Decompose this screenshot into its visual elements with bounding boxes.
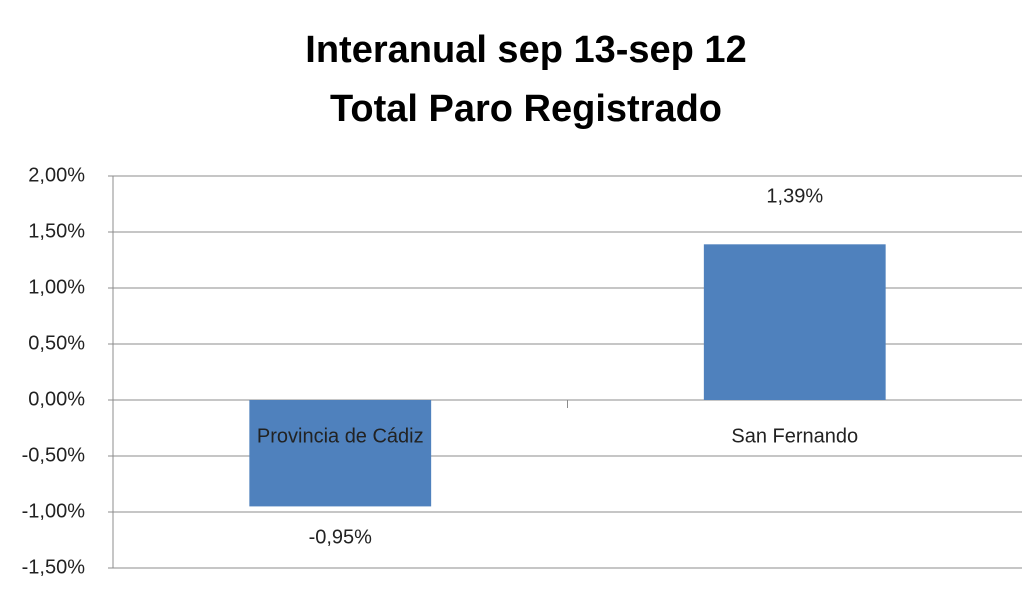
y-tick-label: -1,00% — [22, 500, 86, 522]
y-tick-label: -0,50% — [22, 444, 86, 466]
x-tick-label: San Fernando — [731, 425, 858, 447]
x-tick-label: Provincia de Cádiz — [257, 425, 424, 447]
bar — [703, 244, 886, 400]
y-tick-label: 0,00% — [28, 388, 85, 410]
y-tick-label: 1,00% — [28, 276, 85, 298]
chart-title: Total Paro Registrado — [330, 88, 722, 130]
y-tick-label: 0,50% — [28, 332, 85, 354]
y-tick-label: 2,00% — [28, 164, 85, 186]
chart-title: Interanual sep 13-sep 12 — [305, 29, 746, 71]
y-tick-label: 1,50% — [28, 220, 85, 242]
y-tick-label: -1,50% — [22, 556, 86, 578]
value-label: 1,39% — [766, 186, 823, 208]
value-label: -0,95% — [309, 527, 373, 549]
bar — [249, 400, 432, 507]
